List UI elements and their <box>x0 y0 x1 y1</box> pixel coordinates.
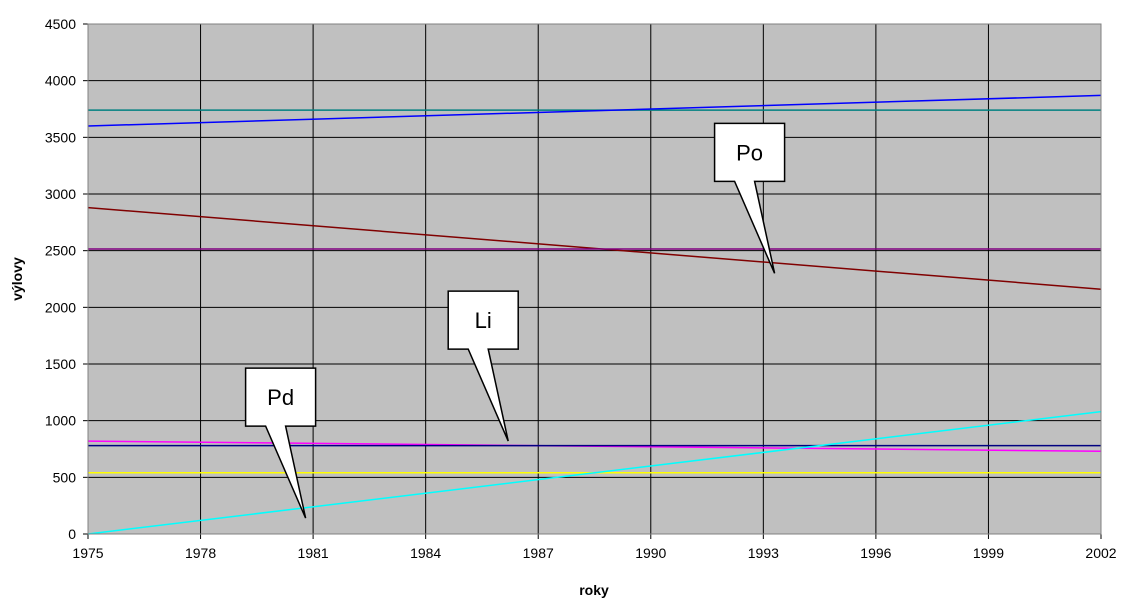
series-line <box>87 410 1102 535</box>
callout-shape <box>244 367 317 519</box>
x-tick-label: 2002 <box>1085 545 1116 561</box>
x-tick-label: 1990 <box>635 545 666 561</box>
x-tick-label: 1987 <box>523 545 554 561</box>
x-tick-label: 1981 <box>298 545 329 561</box>
x-tick-label: 1984 <box>410 545 441 561</box>
annotations: Po Li Pd <box>244 122 786 519</box>
x-tick-label: 1975 <box>72 545 103 561</box>
y-tick-label: 3000 <box>45 186 76 202</box>
x-tick-labels: 1975 1978 1981 1984 1987 1990 1993 1996 1999 2002 <box>72 545 1116 561</box>
callout-po: Po <box>713 122 786 274</box>
series-lines <box>87 94 1102 535</box>
callout-shape <box>447 290 519 442</box>
plot-border <box>87 23 1102 535</box>
y-tick-label: 1500 <box>45 356 76 372</box>
y-axis-title: výlovy <box>9 257 25 301</box>
y-tick-label: 2000 <box>45 299 76 315</box>
x-tick-label: 1978 <box>185 545 216 561</box>
y-tick-label: 500 <box>53 469 77 485</box>
callout-li: Li <box>447 290 519 442</box>
callout-shape <box>713 122 786 274</box>
callout-label: Li <box>475 308 492 333</box>
x-tick-label: 1993 <box>748 545 779 561</box>
series-line <box>87 94 1102 127</box>
x-tick-label: 1999 <box>973 545 1004 561</box>
callout-label: Po <box>736 140 763 165</box>
x-tick-label: 1996 <box>860 545 891 561</box>
y-tick-label: 0 <box>68 526 76 542</box>
y-tick-label: 2500 <box>45 243 76 259</box>
y-tick-label: 4000 <box>45 73 76 89</box>
y-tick-labels: 0 500 1000 1500 2000 2500 3000 3500 4000 4500 <box>45 16 76 542</box>
callout-pd: Pd <box>244 367 317 519</box>
y-tick-label: 3500 <box>45 129 76 145</box>
y-tick-label: 1000 <box>45 413 76 429</box>
x-axis-title: roky <box>579 582 609 598</box>
callout-label: Pd <box>267 385 294 410</box>
y-tick-label: 4500 <box>45 16 76 32</box>
